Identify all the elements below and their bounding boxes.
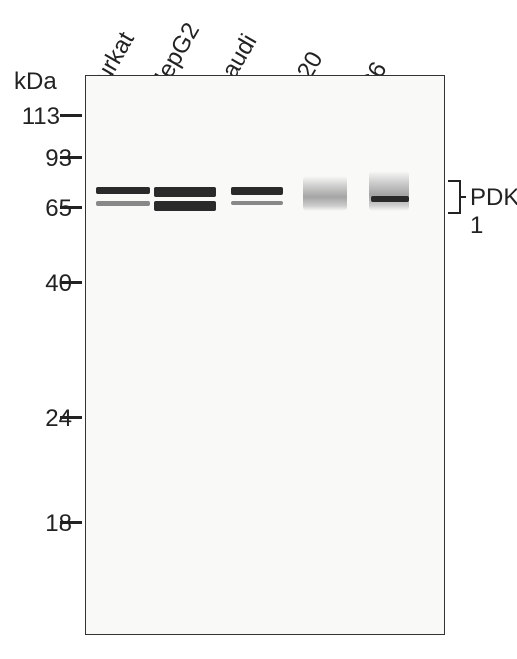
marker-113: 113 [10, 103, 60, 131]
band-a20 [303, 176, 347, 211]
band-hepg2-2 [154, 201, 216, 211]
band-c6-smear [369, 171, 409, 211]
band-hepg2-1 [154, 187, 216, 197]
axis-label: kDa [14, 68, 57, 96]
marker-tick [60, 114, 82, 117]
marker-tick [60, 521, 82, 524]
marker-40: 40 [22, 270, 72, 298]
marker-tick [60, 281, 82, 284]
protein-label: PDK-1 [470, 184, 517, 240]
marker-93: 93 [22, 145, 72, 173]
marker-24: 24 [22, 405, 72, 433]
marker-18: 18 [22, 510, 72, 538]
protein-bracket [448, 180, 466, 214]
marker-tick [60, 206, 82, 209]
marker-65: 65 [22, 195, 72, 223]
band-jurkat-2 [96, 201, 150, 206]
blot-image [85, 75, 445, 635]
band-daudi-1 [231, 187, 283, 195]
band-jurkat-1 [96, 187, 150, 194]
band-daudi-2 [231, 201, 283, 205]
marker-tick [60, 416, 82, 419]
marker-tick [60, 156, 82, 159]
band-c6 [371, 196, 409, 202]
